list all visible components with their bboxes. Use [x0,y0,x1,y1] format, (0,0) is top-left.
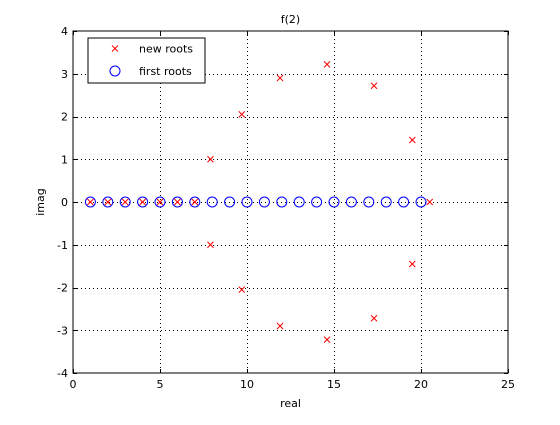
point-new-roots [87,198,94,206]
legend-label-new-roots: new roots [139,43,193,56]
point-first-roots [84,196,96,208]
x-tick-label: 0 [70,378,77,391]
point-first-roots [311,196,323,208]
tick-labels: 0 5 10 15 20 25 -4 -3 -2 -1 0 1 2 3 4 [57,25,515,391]
x-tick-label: 20 [414,378,428,391]
point-first-roots [119,196,131,208]
point-first-roots [276,196,288,208]
y-tick-label: -2 [57,282,68,295]
y-tick-label: -3 [57,324,68,337]
point-first-roots [398,196,410,208]
point-new-roots [207,155,214,163]
point-first-roots [137,196,149,208]
y-tick-label: -1 [57,239,68,252]
legend-marker-first-roots [109,65,121,77]
point-new-roots [121,198,129,206]
point-new-roots [174,198,181,206]
point-first-roots [154,196,166,208]
point-first-roots [241,196,253,208]
point-new-roots [426,198,434,206]
point-first-roots [171,196,183,208]
point-first-roots [258,196,270,208]
point-first-roots [345,196,357,208]
point-new-roots [276,74,284,82]
point-first-roots [224,196,236,208]
point-new-roots [207,241,214,249]
point-new-roots [323,60,331,68]
y-tick-label: 3 [61,68,68,81]
y-tick-label: 0 [61,196,68,209]
point-new-roots [238,286,246,293]
y-tick-label: 1 [61,153,68,166]
point-new-roots [408,260,416,268]
point-new-roots [238,111,246,118]
point-new-roots [191,198,199,206]
point-first-roots [380,196,392,208]
point-new-roots [104,198,112,206]
point-first-roots [189,196,201,208]
point-first-roots [102,196,114,208]
legend-marker-new-roots [111,45,119,52]
x-tick-label: 10 [240,378,254,391]
legend: new roots first roots [87,37,206,84]
y-tick-label: -4 [57,367,68,380]
point-first-roots [206,196,218,208]
y-tick-label: 4 [61,25,68,38]
y-axis-label: imag [34,188,47,216]
x-tick-label: 25 [501,378,515,391]
point-first-roots [293,196,305,208]
x-tick-label: 15 [327,378,341,391]
chart-title: f(2) [281,13,300,26]
point-first-roots [415,196,427,208]
point-new-roots [370,82,378,90]
data-marks [84,60,434,344]
point-first-roots [363,196,375,208]
point-first-roots [328,196,340,208]
legend-label-first-roots: first roots [139,65,192,78]
point-new-roots [276,322,284,330]
axes-box [72,30,509,374]
x-tick-label: 5 [157,378,164,391]
point-new-roots [156,198,164,206]
point-new-roots [323,336,331,344]
legend-box [87,37,206,84]
point-new-roots [139,198,146,206]
point-new-roots [408,136,416,144]
point-new-roots [370,314,378,322]
x-axis-label: real [280,397,301,410]
y-tick-label: 2 [61,111,68,124]
